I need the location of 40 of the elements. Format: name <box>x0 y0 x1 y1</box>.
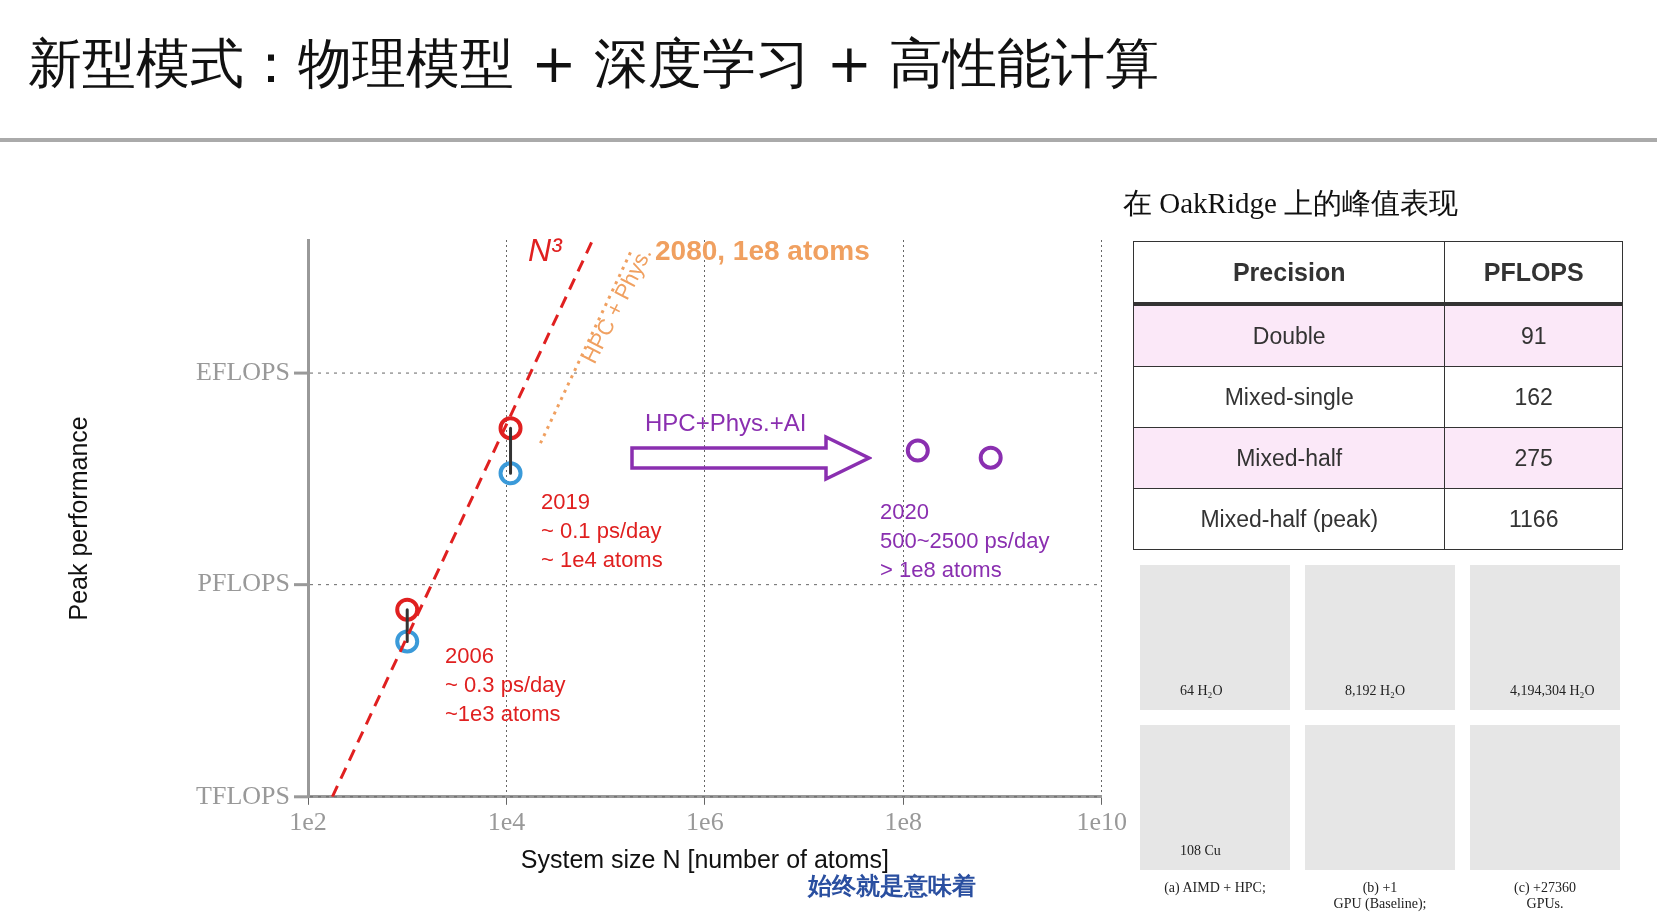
x-tick-label: 1e2 <box>289 807 327 837</box>
y-axis-title: Peak performance <box>63 416 92 621</box>
text: 在 OakRidge 上的峰值表现 <box>1123 186 1459 221</box>
data-label: 91 <box>1444 304 1623 367</box>
ref-line-label: PFLOPS <box>197 568 290 598</box>
annotation: N³ <box>528 232 562 268</box>
text: Precision <box>1133 241 1445 304</box>
ref-line-label: TFLOPS <box>196 780 290 810</box>
text: 108 Cu <box>1180 843 1221 859</box>
annotation: 2006 ~ 0.3 ps/day ~1e3 atoms <box>445 642 566 728</box>
point <box>395 597 420 622</box>
text: 始终就是意味着 <box>808 872 976 901</box>
category-label: Mixed-single <box>1133 366 1445 428</box>
point <box>498 461 523 486</box>
text: 8,192 H₂O <box>1345 683 1406 699</box>
text: 64 H₂O <box>1180 683 1223 699</box>
ref-line-label: EFLOPS <box>196 356 290 386</box>
category-label: Mixed-half <box>1133 427 1445 489</box>
point <box>498 416 523 441</box>
annotation: 2020 500~2500 ps/day > 1e8 atoms <box>880 498 1050 584</box>
x-tick-label: 1e10 <box>1076 807 1127 837</box>
data-label: 275 <box>1444 427 1623 489</box>
category-label: Mixed-half (peak) <box>1133 488 1445 550</box>
x-tick-label: 1e6 <box>686 807 724 837</box>
text: (c) +27360 GPUs. <box>1513 880 1577 912</box>
text: (b) +1 GPU (Baseline); <box>1332 880 1428 912</box>
chart-title: 新型模式：物理模型 + 深度学习 + 高性能计算 <box>28 31 1160 97</box>
data-label: 1166 <box>1444 488 1623 550</box>
x-tick-label: 1e4 <box>487 807 526 837</box>
text: 4,194,304 H₂O <box>1510 683 1595 699</box>
annotation: HPC + Phys. <box>575 243 657 369</box>
annotation: 2019 ~ 0.1 ps/day ~ 1e4 atoms <box>541 488 663 574</box>
x-axis-title: System size N [number of atoms] <box>520 844 889 873</box>
x-tick-label: 1e8 <box>884 807 923 837</box>
annotation: 2080, 1e8 atoms <box>655 235 870 266</box>
data-label: 162 <box>1444 366 1623 428</box>
text: PFLOPS <box>1444 241 1623 304</box>
category-label: Double <box>1133 304 1445 367</box>
annotation: HPC+Phys.+AI <box>645 408 807 437</box>
text: (a) AIMD + HPC; <box>1163 880 1267 896</box>
